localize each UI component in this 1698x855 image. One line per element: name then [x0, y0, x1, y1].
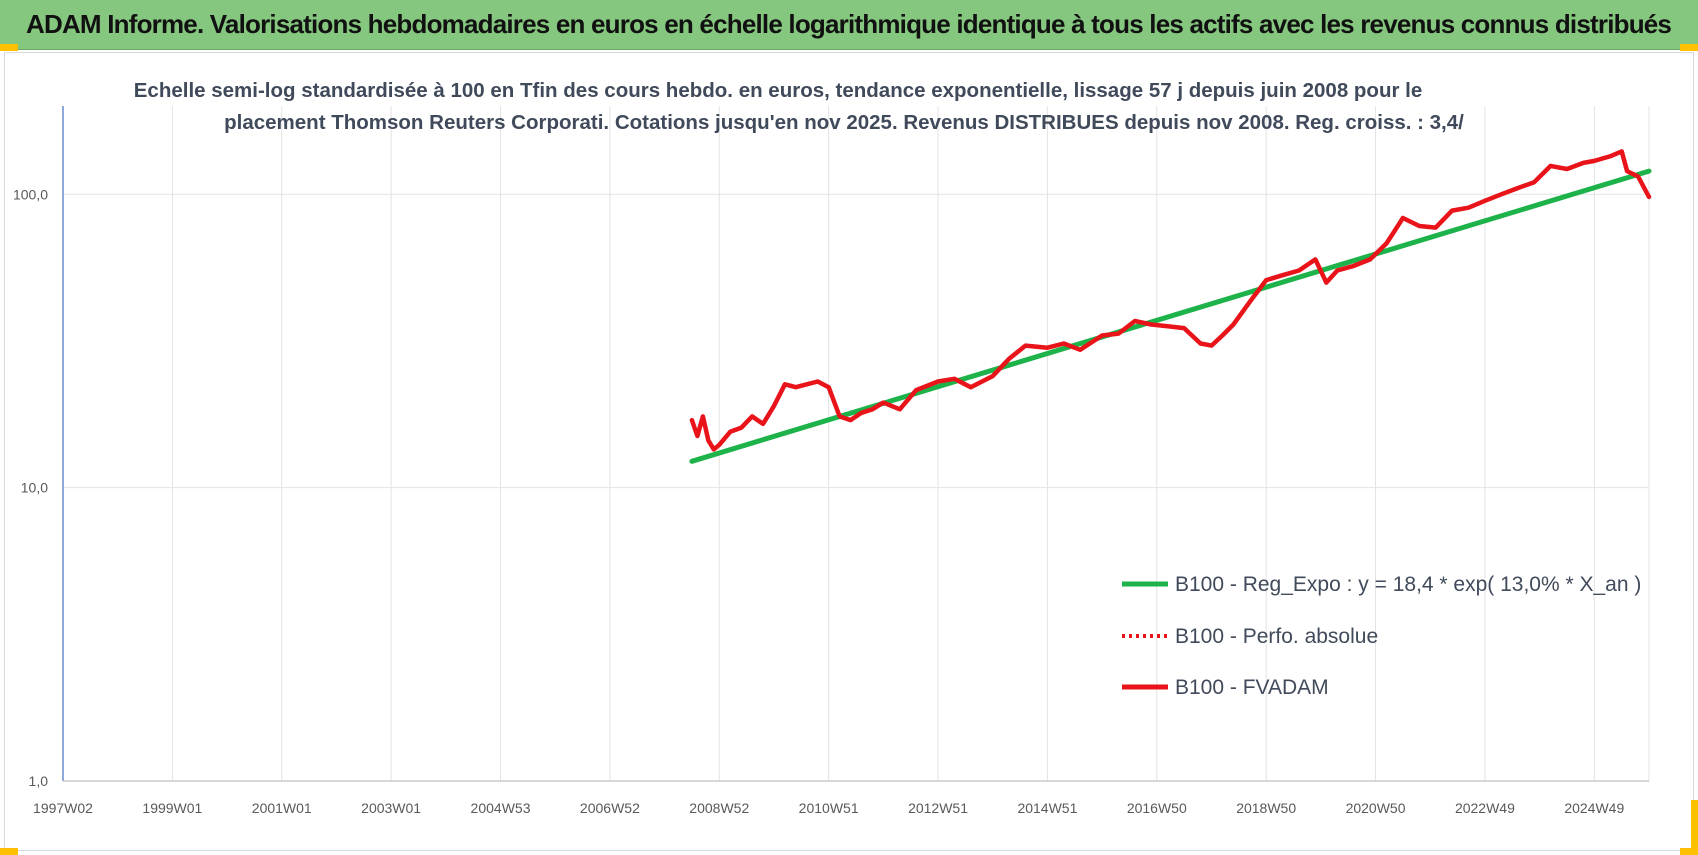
x-tick-label-2016W50: 2016W50	[1127, 800, 1187, 816]
chart-title-line-2: placement Thomson Reuters Corporati. Cot…	[224, 111, 1464, 134]
chart-frame	[4, 52, 1694, 851]
legend-label-regression: B100 - Reg_Expo : y = 18,4 * exp( 13,0% …	[1175, 573, 1641, 596]
corner-marker-bottom-right	[1680, 848, 1698, 855]
series-layer	[689, 149, 1652, 464]
x-tick-label-1997W02: 1997W02	[33, 800, 93, 816]
page-title: ADAM Informe. Valorisations hebdomadaire…	[26, 9, 1672, 39]
x-tick-label-2001W01: 2001W01	[252, 800, 312, 816]
y-tick-labels: 1,0 10,0 100,0	[13, 186, 48, 789]
y-tick-label-1,0: 1,0	[29, 773, 49, 789]
x-tick-label-2014W51: 2014W51	[1017, 800, 1077, 816]
x-tick-label-2004W53: 2004W53	[471, 800, 531, 816]
chart-title-line-1: Echelle semi-log standardisée à 100 en T…	[134, 79, 1423, 102]
corner-marker-top-right	[1680, 44, 1698, 51]
axes	[62, 106, 1649, 782]
header-banner: ADAM Informe. Valorisations hebdomadaire…	[0, 0, 1698, 50]
x-tick-labels: 1997W02 1999W01 2001W01 2003W01 2004W53 2006W…	[33, 800, 1624, 816]
series-line-0	[689, 168, 1652, 464]
series-line-2	[689, 149, 1652, 452]
x-tick-label-2018W50: 2018W50	[1236, 800, 1296, 816]
x-tick-label-2008W52: 2008W52	[689, 800, 749, 816]
x-tick-label-2012W51: 2012W51	[908, 800, 968, 816]
x-tick-label-1999W01: 1999W01	[142, 800, 202, 816]
legend-label-fvadam: B100 - FVADAM	[1175, 676, 1329, 699]
corner-marker-top-left	[0, 44, 18, 51]
y-tick-label-100,0: 100,0	[13, 186, 48, 202]
corner-marker-right-edge	[1691, 800, 1698, 855]
x-tick-label-2003W01: 2003W01	[361, 800, 421, 816]
x-tick-label-2020W50: 2020W50	[1346, 800, 1406, 816]
horizontal-gridlines	[63, 193, 1649, 489]
legend-label-perfo: B100 - Perfo. absolue	[1175, 625, 1378, 648]
x-tick-label-2006W52: 2006W52	[580, 800, 640, 816]
x-tick-label-2022W49: 2022W49	[1455, 800, 1515, 816]
y-tick-label-10,0: 10,0	[21, 480, 48, 496]
legend: B100 - Reg_Expo : y = 18,4 * exp( 13,0% …	[1122, 573, 1641, 699]
vertical-gridlines	[171, 106, 1650, 781]
corner-marker-bottom-left	[0, 848, 18, 855]
x-tick-label-2024W49: 2024W49	[1564, 800, 1624, 816]
x-tick-label-2010W51: 2010W51	[799, 800, 859, 816]
